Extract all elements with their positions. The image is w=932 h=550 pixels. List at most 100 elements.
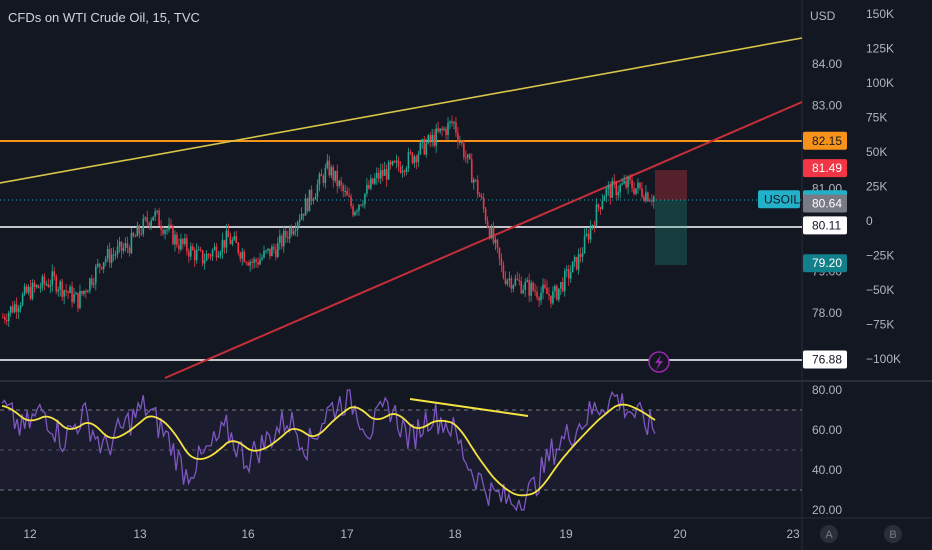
candle-body	[356, 210, 358, 212]
candle-body	[261, 257, 263, 260]
candle-body	[611, 180, 614, 198]
rsi-axis[interactable]: 80.00 60.00 40.00 20.00	[812, 383, 842, 517]
candle-body	[439, 128, 441, 132]
candle-body	[255, 259, 257, 262]
candle-body	[407, 151, 410, 169]
candle-body	[569, 272, 572, 279]
rsi-tick-label: 80.00	[812, 383, 842, 397]
candle-body	[89, 278, 91, 291]
candle-body	[492, 227, 495, 243]
scale-button-a[interactable]: A	[820, 525, 838, 543]
candle-body	[554, 285, 556, 292]
candle-body	[265, 250, 267, 252]
position-stop-zone[interactable]	[655, 170, 687, 200]
candle-body	[591, 225, 594, 227]
volume-tick-label: −75K	[866, 318, 894, 332]
rsi-tick-label: 40.00	[812, 463, 842, 477]
time-axis[interactable]: 12 13 16 17 18 19 20 23	[23, 527, 800, 541]
candle-body	[524, 281, 526, 290]
candle-body	[269, 248, 271, 257]
candle-body	[215, 246, 218, 258]
candle-body	[225, 230, 228, 248]
candle-body	[645, 192, 647, 201]
candle-body	[641, 188, 643, 197]
candle-body	[13, 304, 16, 313]
candle-body	[639, 182, 641, 189]
candle-body	[387, 161, 390, 180]
candle-body	[621, 183, 623, 185]
candle-body	[649, 200, 651, 202]
candle-body	[164, 230, 166, 234]
candle-body	[182, 238, 184, 245]
price-candles	[2, 115, 655, 327]
candle-body	[617, 192, 620, 196]
candle-body	[138, 225, 141, 234]
upper-trendline[interactable]	[0, 37, 803, 184]
candle-body	[504, 277, 507, 285]
candle-body	[548, 294, 550, 296]
candle-body	[571, 261, 574, 273]
candle-body	[589, 226, 592, 240]
candle-body	[615, 182, 618, 196]
volume-tick-label: −25K	[866, 249, 894, 263]
candle-body	[195, 250, 198, 261]
candle-body	[613, 180, 616, 183]
candle-body	[413, 156, 416, 164]
candle-body	[635, 188, 637, 194]
candle-body	[128, 247, 131, 254]
candle-body	[251, 261, 253, 263]
candle-body	[496, 239, 499, 248]
candle-body	[368, 184, 370, 189]
candle-body	[184, 238, 186, 245]
svg-text:USOIL: USOIL	[764, 192, 800, 206]
candle-body	[480, 196, 483, 199]
candle-body	[193, 250, 196, 261]
candle-body	[334, 170, 337, 181]
lightning-icon[interactable]	[648, 351, 670, 373]
candle-body	[237, 243, 240, 254]
candle-body	[290, 227, 293, 235]
candle-body	[55, 276, 58, 292]
candle-body	[233, 236, 236, 241]
candle-body	[344, 190, 346, 192]
candle-body	[298, 219, 301, 223]
candle-body	[625, 180, 627, 188]
candle-body	[633, 188, 635, 194]
chart-title: CFDs on WTI Crude Oil, 15, TVC	[8, 10, 200, 25]
candle-body	[603, 196, 606, 202]
candle-body	[494, 239, 497, 243]
scale-button-b[interactable]: B	[884, 525, 902, 543]
candle-body	[561, 282, 564, 292]
candle-body	[243, 251, 246, 262]
candle-body	[47, 283, 50, 287]
candle-body	[530, 282, 532, 296]
candle-body	[231, 240, 234, 245]
candle-body	[538, 297, 540, 301]
candle-body	[401, 170, 404, 173]
position-target-zone[interactable]	[655, 200, 687, 265]
candle-body	[241, 251, 244, 259]
candle-body	[124, 243, 127, 248]
candle-body	[395, 160, 398, 163]
candle-body	[328, 160, 331, 176]
candle-body	[532, 282, 534, 291]
svg-text:A[interactable]: A	[825, 529, 833, 541]
candle-body	[631, 180, 633, 189]
volume-axis: 150K 125K 100K 75K 50K 25K 0 −25K −50K −75K −100K	[866, 7, 901, 366]
svg-text:B[interactable]: B	[889, 529, 896, 541]
candle-body	[247, 262, 249, 266]
candle-body	[207, 254, 210, 256]
candle-body	[627, 176, 629, 188]
candle-body	[95, 266, 97, 284]
candle-body	[597, 204, 600, 208]
candle-body	[322, 176, 325, 183]
candle-body	[85, 290, 87, 293]
candle-body	[476, 179, 479, 195]
price-badge: 80.11	[803, 216, 847, 235]
candle-body	[540, 292, 542, 301]
rising-trendline[interactable]	[164, 101, 803, 379]
candle-body	[211, 249, 214, 257]
rsi-divergence-line[interactable]	[409, 398, 529, 417]
svg-text:80.64: 80.64	[812, 196, 842, 210]
